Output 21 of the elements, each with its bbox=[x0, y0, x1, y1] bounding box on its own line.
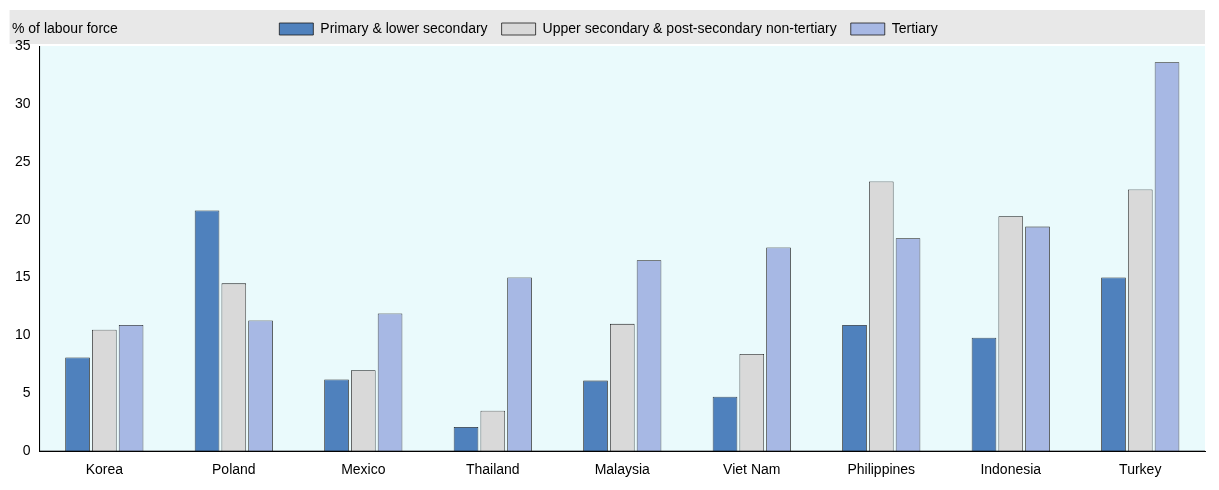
y-tick-label: 25 bbox=[14, 152, 31, 169]
x-tick-label: Malaysia bbox=[594, 461, 651, 478]
y-tick-label: 20 bbox=[14, 210, 31, 227]
x-tick-label: Mexico bbox=[341, 461, 386, 478]
y-tick-label: 30 bbox=[14, 94, 31, 111]
x-tick-label: Korea bbox=[85, 461, 124, 478]
x-tick-label: Viet Nam bbox=[723, 461, 781, 478]
x-tick-label: Philippines bbox=[847, 461, 916, 478]
x-tick-label: Turkey bbox=[1119, 461, 1162, 478]
y-tick-label: 35 bbox=[14, 36, 31, 53]
legend-label: Primary & lower secondary bbox=[320, 19, 488, 36]
y-tick-label: 10 bbox=[14, 326, 31, 343]
legend-label: Tertiary bbox=[891, 19, 938, 36]
y-tick-label: 15 bbox=[14, 268, 31, 285]
legend-label: Upper secondary & post-secondary non-tertiary bbox=[542, 19, 837, 36]
x-tick-label: Poland bbox=[212, 461, 256, 478]
y-tick-label: 0 bbox=[22, 442, 31, 459]
y-tick-label: 5 bbox=[22, 384, 31, 401]
x-tick-label: Thailand bbox=[465, 461, 520, 478]
y-axis-title: % of labour force bbox=[12, 19, 119, 36]
x-tick-label: Indonesia bbox=[980, 461, 1042, 478]
